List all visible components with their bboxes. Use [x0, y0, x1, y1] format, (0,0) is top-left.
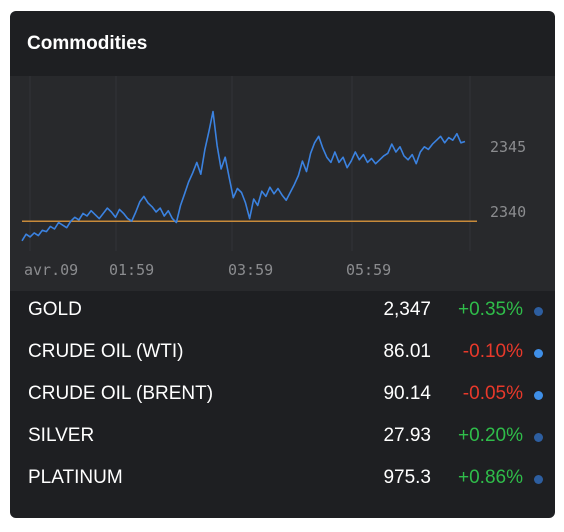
x-tick-label: 01:59	[109, 261, 154, 279]
commodity-name: CRUDE OIL (WTI)	[28, 341, 184, 362]
commodity-row-platinum[interactable]: PLATINUM 975.3 +0.86%	[10, 459, 555, 501]
commodity-list: GOLD 2,347 +0.35% CRUDE OIL (WTI) 86.01 …	[10, 291, 555, 501]
commodity-name: SILVER	[28, 425, 95, 446]
commodity-price: 975.3	[383, 467, 431, 488]
commodity-price: 86.01	[383, 341, 431, 362]
price-chart[interactable]: avr.09 01:59 03:59 05:59 2340 2345	[10, 76, 555, 291]
chart-svg[interactable]: avr.09 01:59 03:59 05:59 2340 2345	[10, 76, 555, 291]
price-series-line	[21, 110, 466, 242]
widget-header: Commodities	[10, 11, 555, 76]
commodity-change: +0.86%	[458, 467, 523, 488]
x-tick-label: 05:59	[346, 261, 391, 279]
commodity-change: +0.20%	[458, 425, 523, 446]
status-dot-icon	[534, 307, 543, 316]
y-axis-ticks: 2340 2345	[490, 138, 526, 221]
commodity-row-crude-oil-brent[interactable]: CRUDE OIL (BRENT) 90.14 -0.05%	[10, 375, 555, 417]
commodity-name: CRUDE OIL (BRENT)	[28, 383, 214, 404]
commodity-row-crude-oil-wti[interactable]: CRUDE OIL (WTI) 86.01 -0.10%	[10, 333, 555, 375]
x-axis-ticks: avr.09 01:59 03:59 05:59	[24, 261, 391, 279]
widget-title: Commodities	[27, 32, 148, 54]
commodity-name: PLATINUM	[28, 467, 123, 488]
commodities-widget: Commodities avr.09 01:59 03:59 05:59 2340 23…	[10, 11, 555, 518]
commodity-change: +0.35%	[458, 299, 523, 320]
commodity-row-gold[interactable]: GOLD 2,347 +0.35%	[10, 291, 555, 333]
commodity-price: 27.93	[383, 425, 431, 446]
chart-series-group	[21, 110, 466, 242]
chart-grid	[29, 76, 471, 251]
status-dot-icon	[534, 391, 543, 400]
x-tick-label: avr.09	[24, 261, 78, 279]
status-dot-icon	[534, 475, 543, 484]
y-tick-label: 2345	[490, 138, 526, 156]
y-tick-label: 2340	[490, 203, 526, 221]
commodity-price: 90.14	[383, 383, 431, 404]
status-dot-icon	[534, 349, 543, 358]
commodity-price: 2,347	[383, 299, 431, 320]
commodity-change: -0.10%	[462, 341, 523, 362]
commodity-row-silver[interactable]: SILVER 27.93 +0.20%	[10, 417, 555, 459]
commodity-change: -0.05%	[462, 383, 523, 404]
commodity-name: GOLD	[28, 299, 82, 320]
status-dot-icon	[534, 433, 543, 442]
x-tick-label: 03:59	[228, 261, 273, 279]
